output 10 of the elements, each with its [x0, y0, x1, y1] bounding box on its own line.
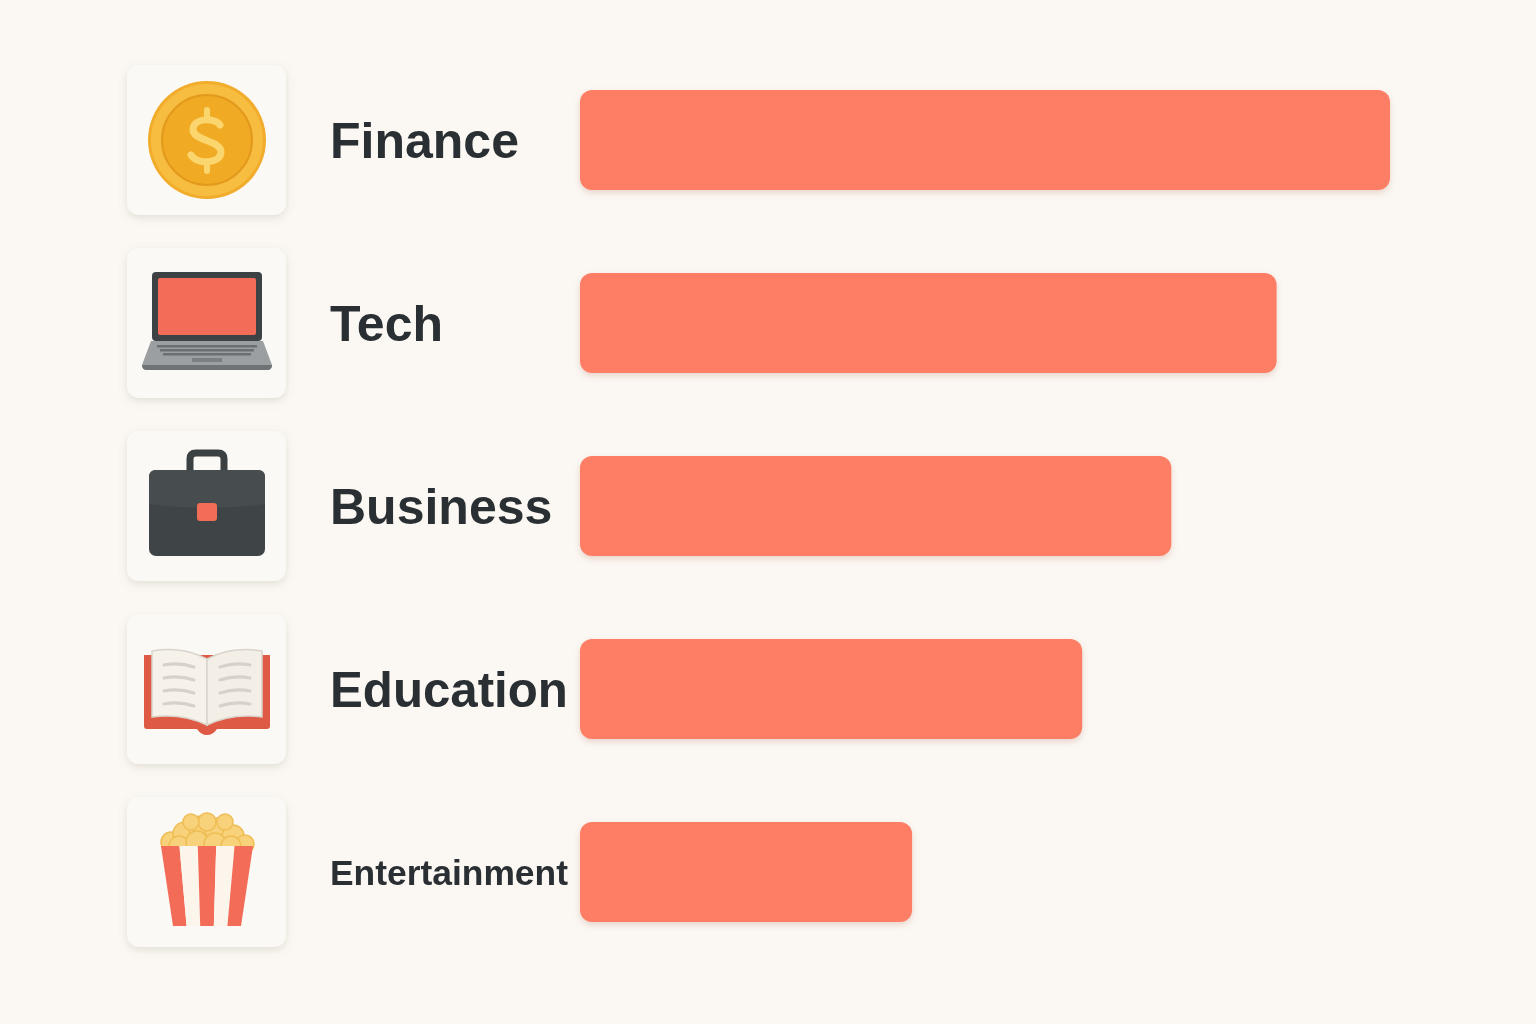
- y-tick-label: Education: [330, 661, 568, 717]
- y-tick-label: Business: [330, 479, 553, 535]
- y-tick-label: Entertainment: [330, 852, 569, 893]
- bar: [580, 639, 1083, 739]
- y-tick-label: Tech: [330, 296, 443, 352]
- bar: [580, 822, 913, 922]
- bar: [580, 456, 1172, 556]
- bar: [580, 273, 1277, 373]
- bar: [580, 90, 1390, 190]
- y-tick-label: Finance: [330, 113, 519, 169]
